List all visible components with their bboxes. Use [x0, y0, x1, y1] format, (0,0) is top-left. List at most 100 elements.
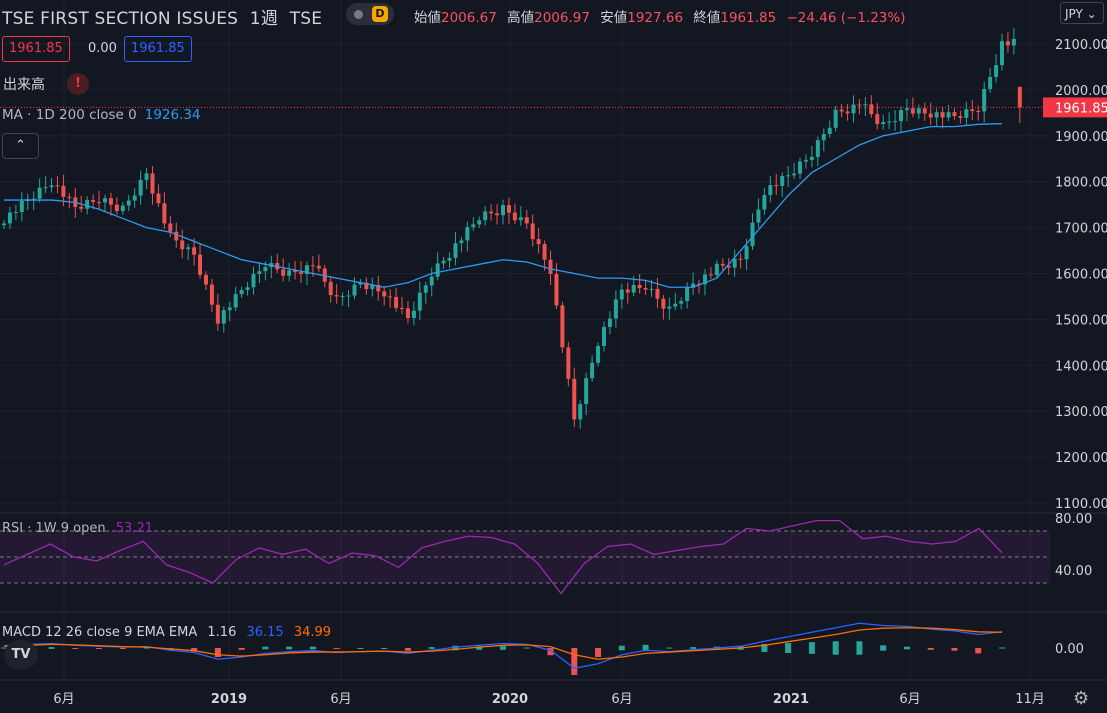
volume-label[interactable]: 出来高 — [3, 77, 45, 93]
candle-body — [67, 196, 72, 198]
macd-histogram-bar — [666, 647, 673, 649]
candle-body — [512, 212, 517, 221]
candle-body — [857, 104, 862, 106]
candle-body — [661, 298, 666, 309]
rsi-legend[interactable]: RSI · 1W 9 open 53.21 — [2, 521, 153, 536]
high-label: 高値 — [507, 10, 535, 26]
candle-body — [215, 304, 220, 324]
candle-body — [744, 246, 749, 260]
candle-body — [192, 247, 197, 255]
market-status-toggle[interactable]: D — [346, 3, 394, 25]
candle-body — [471, 224, 476, 228]
candle-body — [524, 217, 529, 224]
candle-body — [19, 200, 24, 212]
collapse-legend-button[interactable]: ⌃ — [2, 133, 39, 159]
candle-body — [982, 88, 987, 112]
candle-body — [316, 265, 321, 269]
ma-label: MA · 1D 200 close 0 — [2, 107, 137, 123]
y-tick-label: 1600.00 — [1055, 268, 1107, 283]
macd-histogram-bar — [903, 646, 910, 650]
macd-histogram-bar — [690, 647, 697, 649]
candle-body — [61, 185, 66, 197]
candle-body — [299, 272, 304, 274]
candle-body — [702, 274, 707, 285]
candle-body — [251, 273, 256, 288]
candle-body — [613, 299, 618, 319]
candle-body — [679, 301, 684, 304]
candle-body — [827, 127, 832, 134]
macd-histogram-bar — [72, 648, 79, 649]
close-value: 1961.85 — [720, 10, 777, 26]
macd-histogram-bar — [452, 645, 459, 651]
currency-select[interactable]: JPY ⌄ — [1060, 2, 1104, 24]
buy-button[interactable]: 1961.85 — [124, 36, 192, 62]
sell-button[interactable]: 1961.85 — [2, 36, 70, 62]
candle-body — [108, 198, 113, 205]
candle-body — [928, 113, 933, 118]
candle-body — [352, 284, 357, 296]
candle-body — [904, 108, 909, 111]
gear-icon[interactable]: ⚙ — [1073, 688, 1090, 709]
macd-histogram-bar — [951, 648, 958, 651]
rsi-value: 53.21 — [115, 521, 153, 536]
candle-body — [257, 271, 262, 274]
candle-body — [946, 112, 951, 118]
candle-body — [388, 296, 393, 298]
candle-body — [364, 282, 369, 290]
candle-body — [506, 205, 511, 213]
candle-body — [869, 104, 874, 115]
candle-body — [441, 260, 446, 264]
rsi-label: RSI · 1W 9 open — [2, 521, 106, 536]
candle-body — [940, 112, 945, 118]
candle-body — [198, 254, 203, 275]
candle-body — [411, 310, 416, 319]
macd-histogram-bar — [262, 646, 269, 650]
macd-histogram-bar — [595, 648, 602, 657]
candle-body — [584, 378, 589, 405]
candle-body — [750, 222, 755, 247]
y-tick-label: 1100.00 — [1055, 497, 1107, 512]
candle-body — [55, 185, 60, 187]
macd-legend[interactable]: MACD 12 26 close 9 EMA EMA 1.16 36.15 34… — [2, 625, 331, 640]
candle-body — [893, 121, 898, 123]
delayed-badge: D — [372, 6, 388, 22]
x-tick-label: 2019 — [211, 692, 247, 707]
macd-histogram-bar — [832, 641, 839, 655]
macd-histogram-bar — [927, 648, 934, 650]
candle-body — [685, 287, 690, 302]
candle-body — [815, 140, 820, 157]
candle-body — [726, 265, 731, 268]
ma-legend[interactable]: MA · 1D 200 close 0 1926.34 — [2, 107, 201, 123]
low-label: 安値 — [600, 10, 628, 26]
chevron-up-icon: ⌃ — [15, 138, 26, 153]
candle-body — [637, 284, 642, 288]
tradingview-logo-icon[interactable]: TV — [4, 640, 38, 670]
symbol-header[interactable]: TSE FIRST SECTION ISSUES 1週 TSE — [2, 4, 328, 29]
candle-body — [548, 259, 553, 274]
candle-body — [875, 114, 880, 125]
warning-icon[interactable]: ! — [67, 73, 89, 95]
macd-histogram-bar — [404, 648, 411, 651]
candle-body — [714, 263, 719, 276]
interval-label[interactable]: 1週 — [249, 9, 279, 29]
macd-histogram-bar — [808, 642, 815, 654]
macd-histogram-bar — [286, 646, 293, 650]
candle-body — [530, 223, 535, 240]
symbol-name[interactable]: TSE FIRST SECTION ISSUES — [2, 9, 239, 29]
candle-body — [1017, 86, 1022, 108]
y-tick-label: 1700.00 — [1055, 222, 1107, 237]
macd-histogram-bar — [357, 648, 364, 649]
candle-body — [596, 346, 601, 363]
candle-body — [477, 220, 482, 225]
candle-body — [958, 116, 963, 118]
candle-body — [358, 282, 363, 285]
candle-body — [673, 303, 678, 307]
ma-value: 1926.34 — [144, 107, 201, 123]
candle-body — [376, 284, 381, 292]
candle-body — [560, 305, 565, 348]
candle-body — [792, 173, 797, 176]
x-tick-label: 6月 — [899, 692, 920, 707]
macd-histogram-bar — [96, 648, 103, 649]
macd-hist-value: 1.16 — [207, 625, 237, 640]
